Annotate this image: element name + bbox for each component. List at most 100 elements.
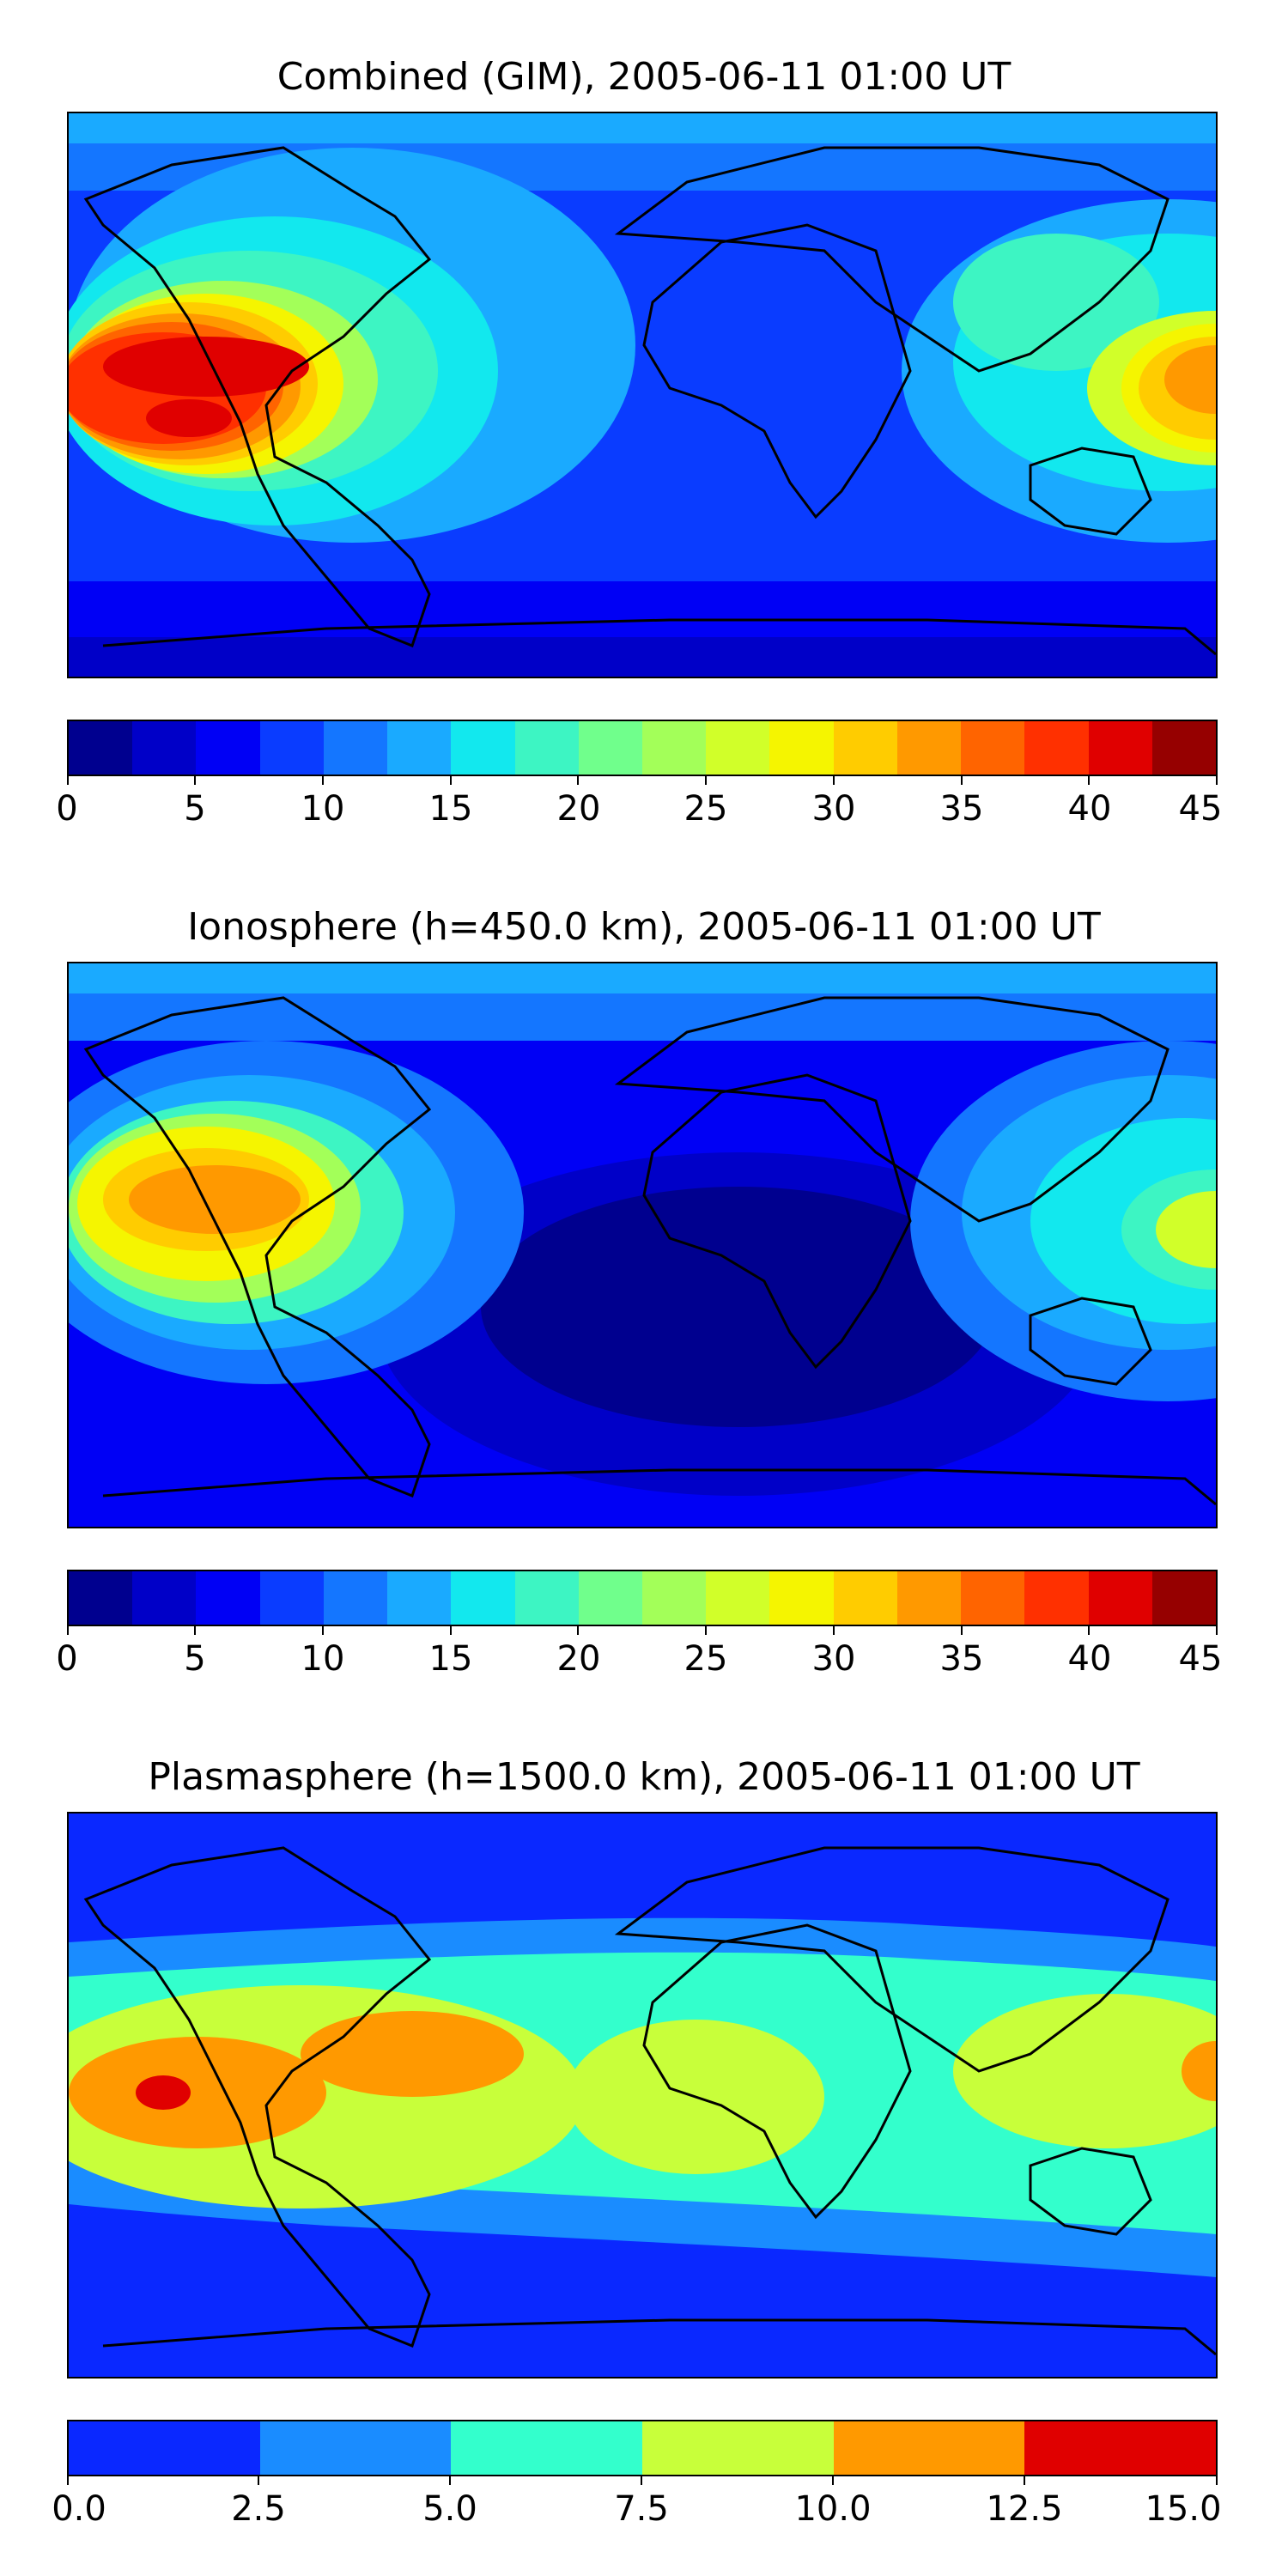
colorbar-segment bbox=[961, 1571, 1025, 1625]
colorbar-segment bbox=[578, 1571, 642, 1625]
tick-label: 15.0 bbox=[1145, 2489, 1222, 2529]
colorbar-segment bbox=[833, 1571, 897, 1625]
tick-label: 5 bbox=[184, 789, 206, 829]
tick-label: 10.0 bbox=[794, 2489, 872, 2529]
colorbar-plasmasphere bbox=[67, 2420, 1218, 2476]
tick-label: 5.0 bbox=[422, 2489, 477, 2529]
tick-mark bbox=[833, 1626, 835, 1635]
colorbar-segment bbox=[769, 721, 834, 775]
tick-label: 35 bbox=[939, 789, 984, 829]
tick-label: 20 bbox=[556, 1639, 601, 1679]
map-ionosphere bbox=[67, 962, 1218, 1528]
colorbar-segment bbox=[323, 1571, 388, 1625]
map-combined bbox=[67, 112, 1218, 678]
tick-mark bbox=[194, 1626, 196, 1635]
tick-mark bbox=[1088, 776, 1090, 785]
tick-mark bbox=[961, 1626, 963, 1635]
tick-mark bbox=[705, 776, 707, 785]
tick-label: 15 bbox=[428, 789, 473, 829]
colorbar-segment bbox=[196, 1571, 260, 1625]
tick-label: 25 bbox=[683, 1639, 728, 1679]
tick-mark bbox=[1024, 2476, 1025, 2485]
colorbar-segment bbox=[323, 721, 388, 775]
colorbar-segment bbox=[451, 1571, 515, 1625]
colorbar-segment bbox=[1024, 721, 1089, 775]
tick-label: 45 bbox=[1178, 789, 1223, 829]
tec-contour-map-plasmasphere bbox=[69, 1814, 1216, 2377]
colorbar-segment bbox=[1088, 1571, 1152, 1625]
colorbar-segment bbox=[451, 721, 515, 775]
colorbar-segment bbox=[514, 1571, 579, 1625]
tick-mark bbox=[322, 776, 324, 785]
tick-label: 0 bbox=[56, 1639, 78, 1679]
tick-mark bbox=[577, 1626, 579, 1635]
tick-mark bbox=[641, 2476, 642, 2485]
tick-mark bbox=[1088, 1626, 1090, 1635]
tick-mark bbox=[1216, 776, 1218, 785]
colorbar-segment bbox=[69, 721, 133, 775]
colorbar-segment bbox=[1088, 721, 1152, 775]
tick-label: 0 bbox=[56, 789, 78, 829]
panel-title-plasmasphere: Plasmasphere (h=1500.0 km), 2005-06-11 0… bbox=[148, 1755, 1140, 1799]
colorbar-segment bbox=[1024, 1571, 1089, 1625]
tick-label: 45 bbox=[1178, 1639, 1223, 1679]
colorbar-ticks-plasmasphere: 0.0 2.5 5.0 7.5 10.0 12.5 15.0 bbox=[52, 2476, 1222, 2529]
colorbar-combined bbox=[67, 720, 1218, 776]
colorbar-segment bbox=[1024, 2421, 1217, 2475]
tick-mark bbox=[258, 2476, 259, 2485]
colorbar-segment bbox=[69, 1571, 133, 1625]
coastlines bbox=[83, 996, 1216, 1506]
tick-mark bbox=[450, 776, 452, 785]
tick-label: 30 bbox=[811, 789, 856, 829]
colorbar-segment bbox=[387, 721, 452, 775]
colorbar-ticks-combined: 0 5 10 15 20 25 30 35 40 45 bbox=[56, 776, 1222, 829]
tick-mark bbox=[705, 1626, 707, 1635]
tick-mark bbox=[961, 776, 963, 785]
tick-mark bbox=[67, 1626, 69, 1635]
colorbar-segment bbox=[578, 721, 642, 775]
tick-mark bbox=[832, 2476, 834, 2485]
colorbar-segment bbox=[69, 2421, 260, 2475]
tick-label: 5 bbox=[184, 1639, 206, 1679]
tick-label: 7.5 bbox=[614, 2489, 669, 2529]
colorbar-segment bbox=[641, 721, 707, 775]
tick-mark bbox=[449, 2476, 451, 2485]
colorbar-segment bbox=[259, 2421, 452, 2475]
tick-label: 10 bbox=[301, 1639, 345, 1679]
tick-mark bbox=[67, 2476, 69, 2485]
colorbar-segment bbox=[132, 721, 197, 775]
tick-label: 15 bbox=[428, 1639, 473, 1679]
tick-label: 12.5 bbox=[986, 2489, 1063, 2529]
colorbar-segment bbox=[896, 1571, 962, 1625]
colorbar-segment bbox=[706, 721, 770, 775]
colorbar-segment bbox=[132, 1571, 197, 1625]
tec-contour-map-combined bbox=[69, 113, 1216, 677]
colorbar-ticks-ionosphere: 0 5 10 15 20 25 30 35 40 45 bbox=[56, 1626, 1222, 1679]
coastlines bbox=[83, 146, 1216, 656]
tick-label: 20 bbox=[556, 789, 601, 829]
tick-mark bbox=[67, 776, 69, 785]
colorbar-segment bbox=[259, 721, 324, 775]
colorbar-segment bbox=[259, 1571, 324, 1625]
tick-mark bbox=[833, 776, 835, 785]
tick-label: 0.0 bbox=[52, 2489, 106, 2529]
tick-mark bbox=[194, 776, 196, 785]
colorbar-segment bbox=[451, 2421, 643, 2475]
colorbar-segment bbox=[896, 721, 962, 775]
colorbar-segment bbox=[833, 2421, 1025, 2475]
tec-contour-map-ionosphere bbox=[69, 963, 1216, 1527]
colorbar-segment bbox=[514, 721, 579, 775]
tick-label: 2.5 bbox=[231, 2489, 286, 2529]
tick-label: 40 bbox=[1067, 789, 1112, 829]
colorbar-segment bbox=[1151, 1571, 1216, 1625]
colorbar-segment bbox=[961, 721, 1025, 775]
map-plasmasphere bbox=[67, 1812, 1218, 2379]
tick-mark bbox=[322, 1626, 324, 1635]
coastlines bbox=[83, 1846, 1216, 2356]
colorbar-segment bbox=[706, 1571, 770, 1625]
colorbar-ionosphere bbox=[67, 1570, 1218, 1626]
colorbar-segment bbox=[769, 1571, 834, 1625]
colorbar-segment bbox=[641, 1571, 707, 1625]
tick-label: 35 bbox=[939, 1639, 984, 1679]
tick-label: 40 bbox=[1067, 1639, 1112, 1679]
